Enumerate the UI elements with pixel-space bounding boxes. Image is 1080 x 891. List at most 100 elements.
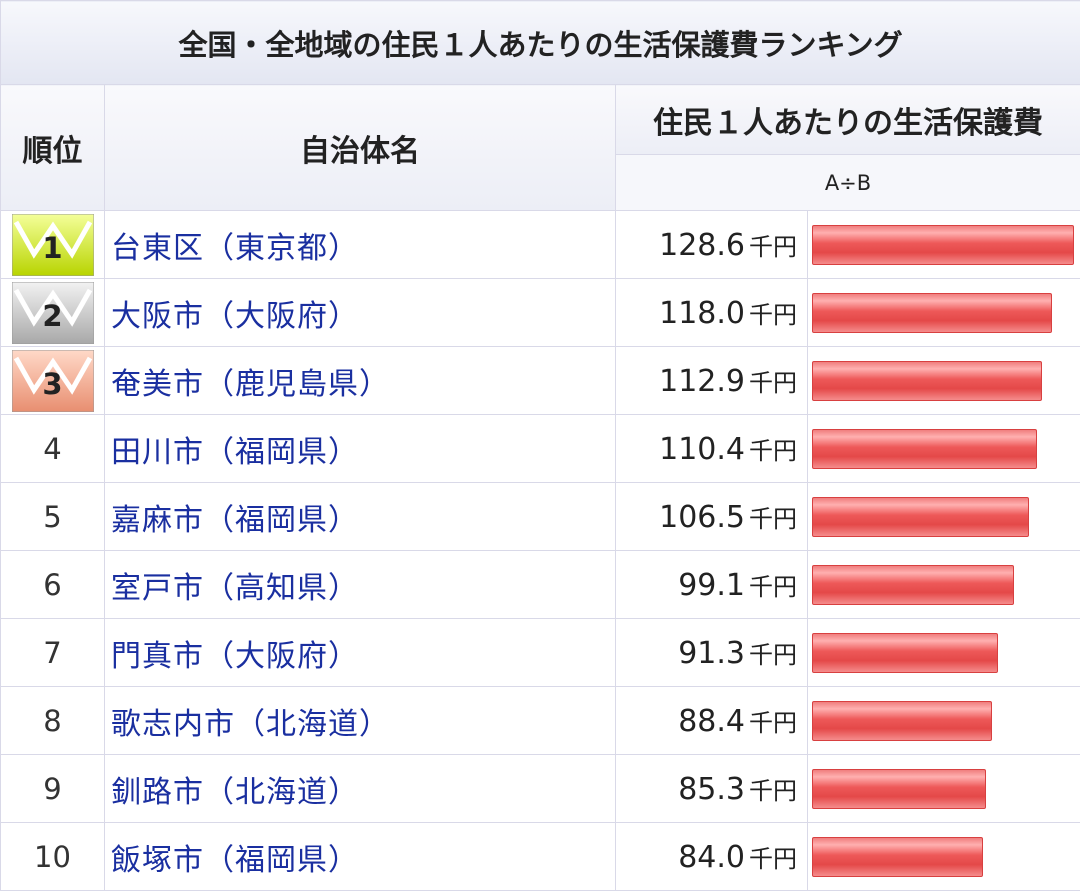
value-label: 88.4 — [678, 704, 745, 739]
rank-cell: 7 — [1, 619, 105, 687]
value-label: 84.0 — [678, 840, 745, 875]
crown-icon: 2 — [12, 282, 94, 344]
value-label: 128.6 — [659, 228, 745, 263]
rank-number: 7 — [43, 636, 61, 670]
rank-cell: 6 — [1, 551, 105, 619]
name-cell: 大阪市（大阪府） — [105, 279, 616, 347]
rank-cell: 9 — [1, 755, 105, 823]
unit-label: 千円 — [749, 301, 797, 329]
municipality-link[interactable]: 台東区（東京都） — [111, 231, 359, 266]
rank-number: 6 — [43, 568, 61, 602]
value-bar — [812, 497, 1029, 537]
bar-cell — [808, 755, 1080, 823]
unit-label: 千円 — [749, 777, 797, 805]
unit-label: 千円 — [749, 505, 797, 533]
rank-cell: 5 — [1, 483, 105, 551]
rank-cell: 3 — [1, 347, 105, 415]
name-cell: 釧路市（北海道） — [105, 755, 616, 823]
crown-icon: 1 — [12, 214, 94, 276]
rank-number: 3 — [12, 367, 94, 401]
rank-cell: 4 — [1, 415, 105, 483]
value-label: 99.1 — [678, 568, 745, 603]
value-label: 110.4 — [659, 432, 745, 467]
value-label: 91.3 — [678, 636, 745, 671]
table-title: 全国・全地域の住民１人あたりの生活保護費ランキング — [1, 1, 1080, 85]
municipality-link[interactable]: 飯塚市（福岡県） — [111, 843, 359, 878]
unit-label: 千円 — [749, 709, 797, 737]
rank-number: 10 — [34, 840, 71, 874]
value-label: 112.9 — [659, 364, 745, 399]
bar-cell — [808, 483, 1080, 551]
rank-header: 順位 — [1, 85, 105, 211]
value-bar — [812, 837, 983, 877]
rank-cell: 2 — [1, 279, 105, 347]
rank-cell: 1 — [1, 211, 105, 279]
value-bar — [812, 565, 1014, 605]
bar-cell — [808, 619, 1080, 687]
unit-label: 千円 — [749, 369, 797, 397]
crown-icon: 3 — [12, 350, 94, 412]
bar-cell — [808, 551, 1080, 619]
name-cell: 室戸市（高知県） — [105, 551, 616, 619]
value-label: 85.3 — [678, 772, 745, 807]
rank-number: 1 — [12, 231, 94, 265]
rank-number: 8 — [43, 704, 61, 738]
value-bar — [812, 293, 1052, 333]
bar-cell — [808, 211, 1080, 279]
name-header: 自治体名 — [105, 85, 616, 211]
municipality-link[interactable]: 田川市（福岡県） — [111, 435, 359, 470]
rank-number: 2 — [12, 299, 94, 333]
municipality-link[interactable]: 嘉麻市（福岡県） — [111, 503, 359, 538]
value-label: 106.5 — [659, 500, 745, 535]
formula-header: A÷B — [616, 155, 1080, 211]
rank-cell: 8 — [1, 687, 105, 755]
name-cell: 飯塚市（福岡県） — [105, 823, 616, 891]
value-bar — [812, 361, 1042, 401]
rank-cell: 10 — [1, 823, 105, 891]
unit-label: 千円 — [749, 233, 797, 261]
name-cell: 歌志内市（北海道） — [105, 687, 616, 755]
rank-number: 5 — [43, 500, 61, 534]
value-header: 住民１人あたりの生活保護費 — [616, 85, 1080, 155]
value-bar — [812, 429, 1037, 469]
name-cell: 嘉麻市（福岡県） — [105, 483, 616, 551]
value-bar — [812, 701, 992, 741]
bar-cell — [808, 347, 1080, 415]
value-label: 118.0 — [659, 296, 745, 331]
name-cell: 奄美市（鹿児島県） — [105, 347, 616, 415]
bar-cell — [808, 687, 1080, 755]
name-cell: 台東区（東京都） — [105, 211, 616, 279]
unit-label: 千円 — [749, 437, 797, 465]
municipality-link[interactable]: 大阪市（大阪府） — [111, 299, 359, 334]
municipality-link[interactable]: 門真市（大阪府） — [111, 639, 359, 674]
bar-cell — [808, 279, 1080, 347]
municipality-link[interactable]: 釧路市（北海道） — [111, 775, 359, 810]
municipality-link[interactable]: 室戸市（高知県） — [111, 571, 359, 606]
municipality-link[interactable]: 奄美市（鹿児島県） — [111, 367, 390, 402]
value-bar — [812, 633, 998, 673]
unit-label: 千円 — [749, 641, 797, 669]
name-cell: 田川市（福岡県） — [105, 415, 616, 483]
municipality-link[interactable]: 歌志内市（北海道） — [111, 707, 390, 742]
value-bar — [812, 225, 1074, 265]
unit-label: 千円 — [749, 845, 797, 873]
bar-cell — [808, 823, 1080, 891]
